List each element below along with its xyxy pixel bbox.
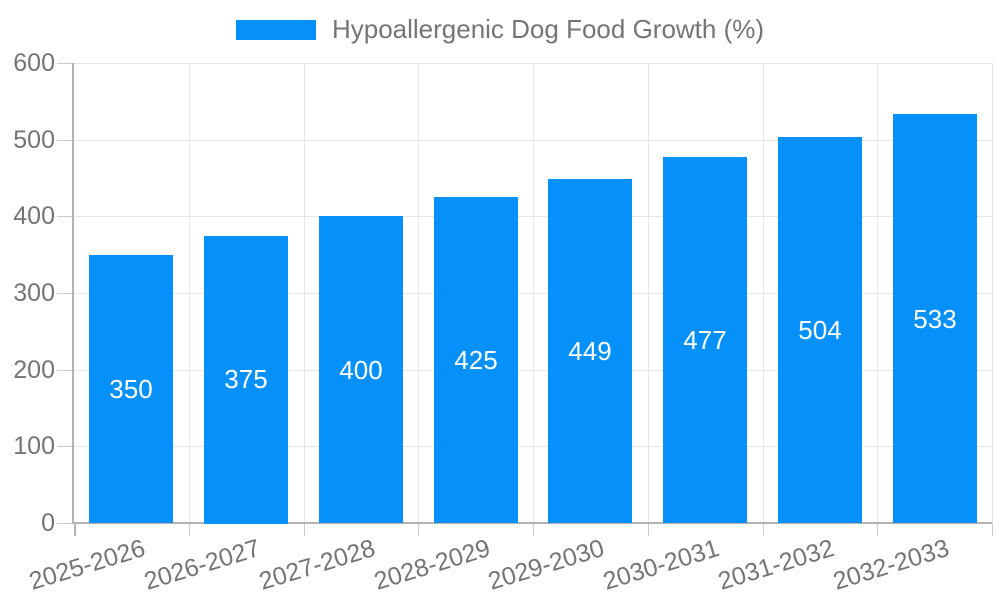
x-axis-label-2028-2029: 2028-2029: [371, 534, 494, 596]
y-tick-600: [57, 63, 74, 64]
chart-legend[interactable]: Hypoallergenic Dog Food Growth (%): [0, 14, 1000, 45]
bar-value-label: 533: [913, 304, 957, 334]
gridline-x-8: [992, 63, 993, 523]
y-axis-line: [72, 63, 74, 523]
y-tick-0: [57, 523, 74, 524]
x-tick-7: [877, 523, 878, 536]
y-tick-300: [57, 293, 74, 294]
gridline-x-1: [189, 63, 190, 523]
legend-swatch[interactable]: [235, 19, 316, 40]
x-axis-label-2031-2032: 2031-2032: [715, 534, 838, 596]
bar-value-label: 449: [568, 336, 612, 366]
y-tick-400: [57, 216, 74, 217]
bar-2027-2028[interactable]: [319, 216, 403, 523]
bar-2029-2030[interactable]: [548, 179, 632, 523]
x-tick-0: [74, 523, 76, 536]
bar-2031-2032[interactable]: [778, 137, 862, 523]
x-axis-label-2026-2027: 2026-2027: [141, 534, 264, 596]
gridline-x-5: [648, 63, 649, 523]
bar-2030-2031[interactable]: [663, 157, 747, 523]
x-axis-label-2030-2031: 2030-2031: [600, 534, 723, 596]
x-tick-3: [418, 523, 419, 536]
x-tick-6: [763, 523, 764, 536]
x-axis-label-2027-2028: 2027-2028: [256, 534, 379, 596]
x-axis-label-2025-2026: 2025-2026: [26, 534, 149, 596]
gridline-x-6: [763, 63, 764, 523]
gridline-x-2: [304, 63, 305, 523]
x-axis-label-2032-2033: 2032-2033: [830, 534, 953, 596]
y-axis-label-0: 0: [41, 509, 55, 537]
x-tick-4: [533, 523, 534, 536]
y-axis-label-400: 400: [13, 202, 55, 230]
gridline-x-4: [533, 63, 534, 523]
x-axis-label-2029-2030: 2029-2030: [485, 534, 608, 596]
y-axis-label-100: 100: [13, 432, 55, 460]
x-tick-1: [189, 523, 190, 536]
bar-value-label: 477: [683, 325, 727, 355]
y-tick-100: [57, 446, 74, 447]
gridline-x-7: [877, 63, 878, 523]
bar-value-label: 400: [339, 355, 383, 385]
bar-value-label: 375: [224, 364, 268, 394]
bar-2028-2029[interactable]: [434, 197, 518, 523]
y-tick-200: [57, 370, 74, 371]
y-axis-label-500: 500: [13, 126, 55, 154]
bar-value-label: 350: [109, 374, 153, 404]
bar-2026-2027[interactable]: [204, 236, 288, 524]
bar-value-label: 504: [798, 315, 842, 345]
y-tick-500: [57, 140, 74, 141]
legend-label: Hypoallergenic Dog Food Growth (%): [331, 14, 765, 44]
bar-value-label: 425: [454, 345, 498, 375]
bar-2032-2033[interactable]: [893, 114, 977, 523]
y-axis-label-600: 600: [13, 49, 55, 77]
x-axis-line: [72, 522, 992, 524]
gridline-x-3: [418, 63, 419, 523]
bar-2025-2026[interactable]: [89, 255, 173, 523]
x-tick-2: [304, 523, 305, 536]
x-tick-8: [992, 523, 993, 536]
y-axis-label-200: 200: [13, 356, 55, 384]
x-tick-5: [648, 523, 649, 536]
y-axis-label-300: 300: [13, 279, 55, 307]
